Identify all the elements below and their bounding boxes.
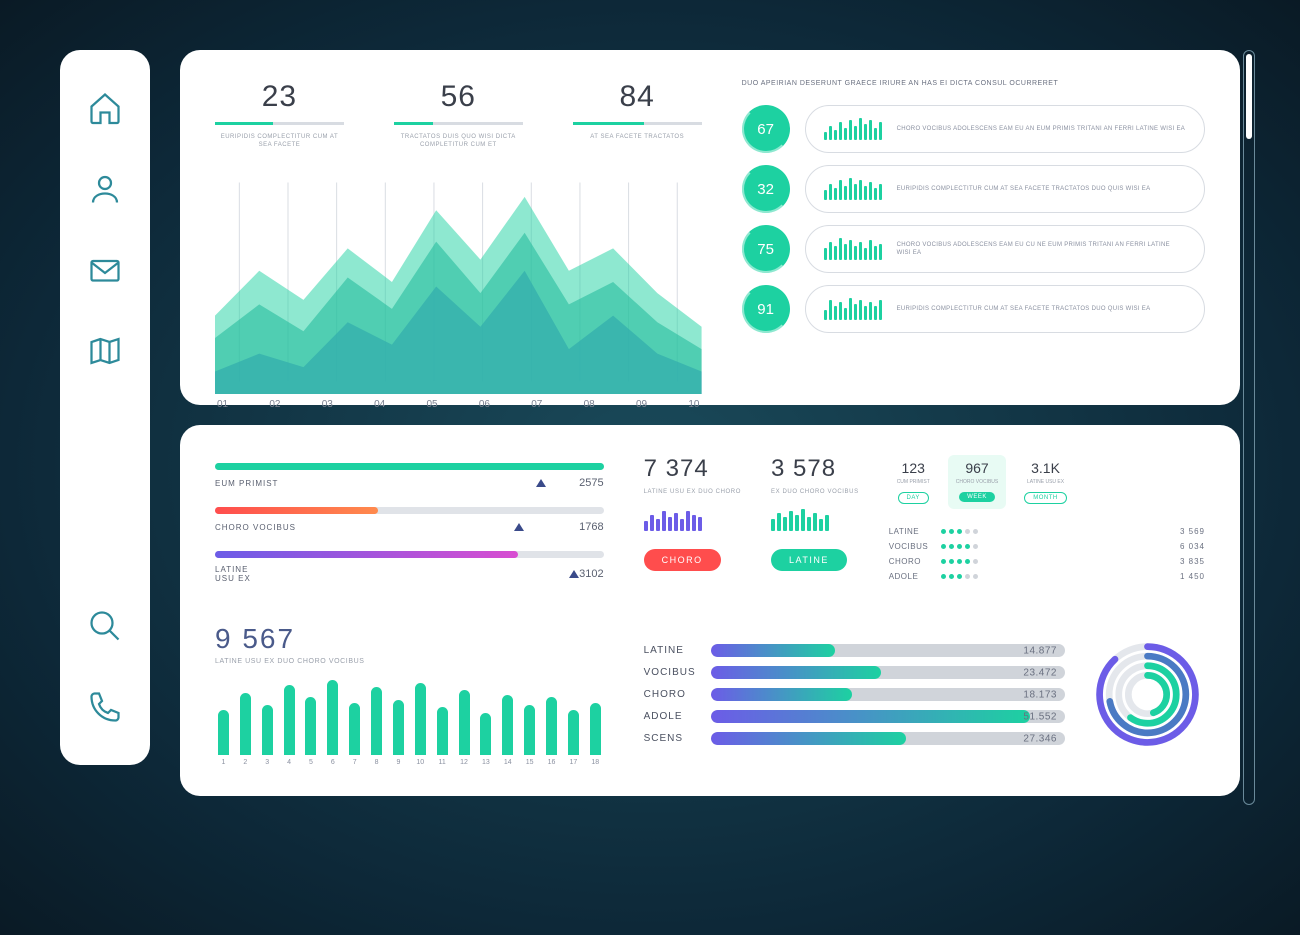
stat-pill: CHORO VOCIBUS ADOLESCENS EAM EU AN EUM P…: [805, 105, 1205, 153]
bar-column: 14: [499, 695, 516, 766]
circle-badge: 67: [742, 105, 790, 153]
dots-row: LATINE3 569: [889, 527, 1205, 536]
user-icon[interactable]: [87, 171, 123, 207]
slider-row[interactable]: LATINE USU EX 3102: [215, 551, 604, 583]
slider-label: LATINE USU EX: [215, 565, 266, 583]
metric-button[interactable]: CHORO: [644, 549, 721, 571]
bar-column: 15: [521, 705, 538, 766]
stat-pill-row: 67 CHORO VOCIBUS ADOLESCENS EAM EU AN EU…: [742, 105, 1205, 153]
horizontal-bars: LATINE 14.877 VOCIBUS 23.472 CHORO 18.17…: [644, 644, 1065, 745]
bar-column: 12: [456, 690, 473, 766]
home-icon[interactable]: [87, 90, 123, 126]
metric-column: 7 374 LATINE USU EX DUO CHORO CHORO: [644, 455, 741, 583]
slider-value: 2575: [579, 477, 603, 489]
bar-column: 4: [281, 685, 298, 766]
slider-marker[interactable]: [514, 523, 524, 531]
metric-label: LATINE USU EX DUO CHORO: [644, 489, 741, 495]
stat-label: AT SEA FACETE TRACTATOS: [573, 133, 702, 141]
metric-value: 7 374: [644, 455, 741, 483]
area-chart: [215, 170, 702, 394]
sparkline: [824, 298, 882, 320]
bar-column: 6: [324, 680, 341, 766]
slider-marker[interactable]: [569, 570, 579, 578]
bar-column: 11: [434, 707, 451, 766]
tab-month[interactable]: 3.1KLATINE USU EX MONTH: [1016, 455, 1075, 509]
bar-column: 8: [368, 687, 385, 766]
bar-column: 13: [478, 713, 495, 766]
stat-value: 84: [573, 80, 702, 114]
metric-value: 3 578: [771, 455, 859, 483]
sparkline: [824, 238, 882, 260]
bar-column: 3: [259, 705, 276, 766]
map-icon[interactable]: [87, 333, 123, 369]
slider-value: 3102: [579, 568, 603, 580]
stat-block: 56 TRACTATOS DUIS QUO WISI DICTA COMPLET…: [394, 80, 523, 150]
metric-label: EX DUO CHORO VOCIBUS: [771, 489, 859, 495]
bar-column: 16: [543, 697, 560, 766]
dots-list: LATINE3 569 VOCIBUS6 034 CHORO3 835 ADOLE1 …: [889, 527, 1205, 581]
tab-day[interactable]: 123CUM PRIMIST DAY: [889, 455, 938, 509]
dots-row: CHORO3 835: [889, 557, 1205, 566]
sparkline: [824, 118, 882, 140]
metric-button[interactable]: LATINE: [771, 549, 847, 571]
slider-label: EUM PRIMIST: [215, 479, 278, 488]
slider-row[interactable]: EUM PRIMIST 2575: [215, 463, 604, 489]
circle-badge: 75: [742, 225, 790, 273]
hbar-row: CHORO 18.173: [644, 688, 1065, 701]
metric-column: 3 578 EX DUO CHORO VOCIBUS LATINE: [771, 455, 859, 583]
summary-number: 9 567: [215, 623, 604, 655]
bar-column: 7: [346, 703, 363, 766]
period-tabs: 123CUM PRIMIST DAY 967CHORO VOCIBUS WEEK…: [889, 455, 1205, 509]
stat-pill-row: 91 EURIPIDIS COMPLECTITUR CUM AT SEA FAC…: [742, 285, 1205, 333]
slider-value: 1768: [579, 521, 603, 533]
stat-block: 84 AT SEA FACETE TRACTATOS: [573, 80, 702, 150]
slider-marker[interactable]: [536, 479, 546, 487]
top-panel: 23 EURIPIDIS COMPLECTITUR CUM AT SEA FAC…: [180, 50, 1240, 405]
summary-label: LATINE USU EX DUO CHORO VOCIBUS: [215, 658, 604, 665]
hbar-row: LATINE 14.877: [644, 644, 1065, 657]
hbar-row: SCENS 27.346: [644, 732, 1065, 745]
sidebar: [60, 50, 150, 765]
bar-column: 9: [390, 700, 407, 766]
hbar-row: VOCIBUS 23.472: [644, 666, 1065, 679]
sparkline: [644, 509, 741, 531]
dots-row: VOCIBUS6 034: [889, 542, 1205, 551]
hbar-row: ADOLE 51.552: [644, 710, 1065, 723]
panel-subtitle: DUO APEIRIAN DESERUNT GRAECE IRIURE AN H…: [742, 80, 1205, 87]
bar-column: 18: [587, 703, 604, 766]
stat-block: 23 EURIPIDIS COMPLECTITUR CUM AT SEA FAC…: [215, 80, 344, 150]
stat-label: TRACTATOS DUIS QUO WISI DICTA COMPLETITU…: [394, 133, 523, 150]
bar-column: 5: [303, 697, 320, 766]
bar-chart: 1 2 3 4 5 6 7 8 9 10 11 12 13 14 15 16 1…: [215, 680, 604, 766]
dots-row: ADOLE1 450: [889, 572, 1205, 581]
slider-row[interactable]: CHORO VOCIBUS 1768: [215, 507, 604, 533]
stat-pill: EURIPIDIS COMPLECTITUR CUM AT SEA FACETE…: [805, 165, 1205, 213]
stat-pill-row: 75 CHORO VOCIBUS ADOLESCENS EAM EU CU NE…: [742, 225, 1205, 273]
stat-value: 56: [394, 80, 523, 114]
bar-column: 10: [412, 683, 429, 766]
sparkline: [824, 178, 882, 200]
scrollbar[interactable]: [1243, 50, 1255, 805]
circle-badge: 32: [742, 165, 790, 213]
bar-column: 17: [565, 710, 582, 766]
tab-week[interactable]: 967CHORO VOCIBUS WEEK: [948, 455, 1007, 509]
bottom-panel: EUM PRIMIST 2575 CHORO VOCIBUS 1768 LATI…: [180, 425, 1240, 796]
circle-badge: 91: [742, 285, 790, 333]
stat-pill-row: 32 EURIPIDIS COMPLECTITUR CUM AT SEA FAC…: [742, 165, 1205, 213]
search-icon[interactable]: [87, 608, 123, 644]
stat-value: 23: [215, 80, 344, 114]
sparkline: [771, 509, 859, 531]
bar-column: 1: [215, 710, 232, 766]
donut-chart: [1090, 637, 1205, 752]
stat-pill: EURIPIDIS COMPLECTITUR CUM AT SEA FACETE…: [805, 285, 1205, 333]
mail-icon[interactable]: [87, 252, 123, 288]
stat-label: EURIPIDIS COMPLECTITUR CUM AT SEA FACETE: [215, 133, 344, 150]
phone-icon[interactable]: [87, 689, 123, 725]
bar-column: 2: [237, 693, 254, 766]
slider-label: CHORO VOCIBUS: [215, 523, 296, 532]
scroll-thumb[interactable]: [1246, 54, 1252, 139]
stat-pill: CHORO VOCIBUS ADOLESCENS EAM EU CU NE EU…: [805, 225, 1205, 273]
